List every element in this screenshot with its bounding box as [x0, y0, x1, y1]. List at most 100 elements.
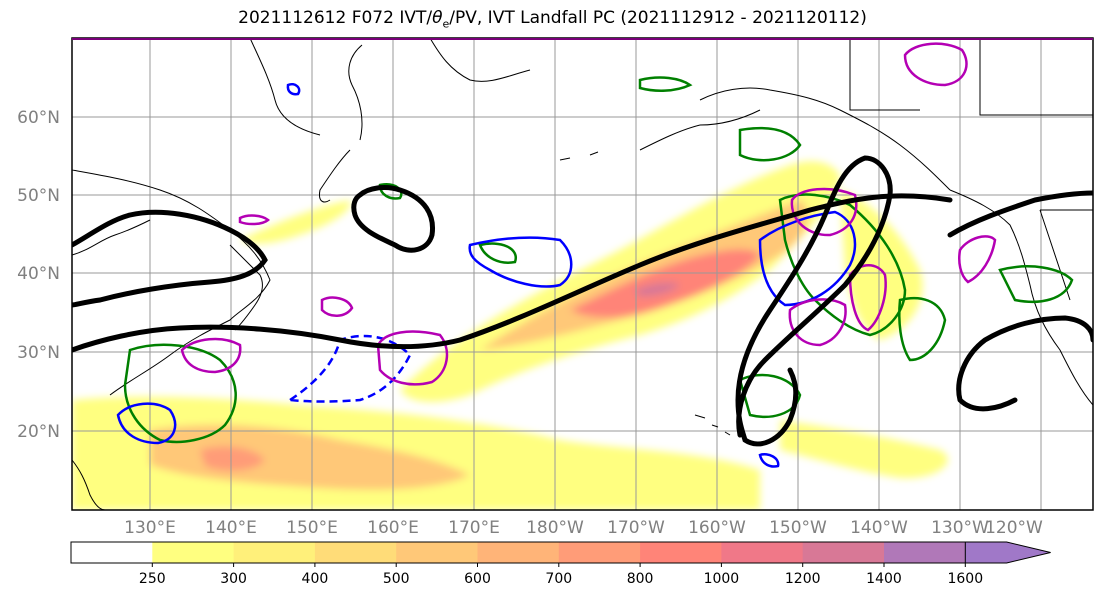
pv-contour-kamchatka-loop — [351, 185, 436, 253]
pv-contour-upper-west — [72, 209, 268, 308]
blue-contour-small-1 — [286, 83, 301, 96]
colorbar-segment — [314, 542, 397, 563]
colorbar-tick-label: 1400 — [866, 571, 902, 587]
colorbar-segment — [233, 542, 316, 563]
colorbar-tick-label: 600 — [464, 571, 491, 587]
colorbar: 250 300 400 500 600 700 800 1000 1200 1400 1600 — [70, 541, 1051, 587]
lon-label-150w: 150°W — [769, 518, 827, 538]
magenta-contour-mid — [376, 330, 449, 386]
coast-siberia — [249, 38, 531, 136]
colorbar-tick-label: 250 — [139, 571, 166, 587]
lon-label-170w: 170°W — [607, 518, 665, 538]
magenta-contour-east-1 — [788, 298, 847, 347]
colorbar-segment — [721, 542, 804, 563]
colorbar-tick-label: 800 — [627, 571, 654, 587]
colorbar-tick-label: 1200 — [785, 571, 821, 587]
colorbar-segment — [152, 542, 235, 563]
magenta-contour-small-2 — [238, 214, 270, 226]
title-theta-subscript: e — [442, 17, 450, 31]
pv-contour-trough — [735, 155, 893, 447]
ivt-band-jet-west-low — [240, 200, 351, 244]
green-contour-small-3 — [478, 242, 517, 264]
coast-japan — [229, 244, 263, 331]
colorbar-tick-label: 400 — [302, 571, 329, 587]
lon-label-120w: 120°W — [985, 518, 1043, 538]
title-prefix: 2021112612 F072 IVT/ — [238, 8, 433, 28]
map-content — [72, 38, 1093, 510]
pv-contours — [72, 155, 1093, 447]
coast-asia — [72, 169, 271, 396]
magenta-contour-coast — [958, 235, 997, 284]
title-theta: θ — [432, 8, 443, 28]
lat-label-40n: 40°N — [17, 264, 60, 284]
colorbar-segment — [802, 542, 885, 563]
blue-contour-sw — [116, 402, 177, 445]
lon-label-160w: 160°W — [688, 518, 746, 538]
coast-aleutians — [559, 124, 701, 161]
lat-label-30n: 30°N — [17, 343, 60, 363]
coastlines — [72, 38, 1093, 510]
coast-kamchatka — [319, 44, 363, 203]
magenta-contour-small-1 — [320, 296, 354, 317]
green-contour-small-2 — [378, 183, 403, 200]
colorbar-tick-label: 700 — [545, 571, 572, 587]
lon-label-160e: 160°E — [367, 518, 419, 538]
lon-label-130e: 130°E — [124, 518, 176, 538]
magenta-contours — [180, 42, 997, 386]
magenta-contour-north — [903, 42, 968, 87]
pv-contour-east-loop — [956, 315, 1093, 412]
ivt-band-south-high — [200, 446, 265, 471]
ivt-band-south-mid — [150, 424, 470, 490]
graticule — [72, 38, 1093, 510]
blue-contour-central — [468, 236, 573, 288]
title-suffix: /PV, IVT Landfall PC (2021112912 - 20211… — [449, 8, 867, 28]
colorbar-segment — [884, 542, 966, 563]
lat-label-60n: 60°N — [17, 108, 60, 128]
lat-label-20n: 20°N — [17, 422, 60, 442]
lon-label-140w: 140°W — [850, 518, 908, 538]
ivt-shading — [72, 161, 948, 510]
lon-label-130w: 130°W — [931, 518, 989, 538]
colorbar-segment — [640, 542, 722, 563]
green-contour-se — [738, 373, 802, 419]
coast-alaska — [699, 87, 951, 191]
blue-contour-east — [758, 210, 857, 307]
colorbar-tick-label: 1000 — [704, 571, 740, 587]
green-contour-south-east — [898, 296, 947, 362]
lat-label-50n: 50°N — [17, 186, 60, 206]
blue-contour-small-2 — [758, 453, 780, 468]
colorbar-segment — [477, 542, 560, 563]
pv-contour-ne-arc — [947, 190, 1093, 238]
colorbar-outline — [70, 541, 966, 564]
green-contour-small-1 — [638, 76, 693, 92]
colorbar-tick-label: 1600 — [947, 571, 983, 587]
green-contour-ne-alaska — [738, 126, 802, 162]
magenta-contour-east-2 — [848, 264, 887, 332]
coast-philippines — [72, 459, 106, 510]
green-contour-nw-pac — [123, 343, 237, 444]
ivt-band-se-low — [780, 420, 948, 479]
border-canada-us — [849, 38, 1093, 301]
magenta-contour-jet-exit — [790, 187, 858, 237]
pv-contour-main-jet — [72, 193, 953, 353]
blue-contours — [116, 83, 857, 468]
map-frame-top — [72, 38, 1093, 40]
magenta-contour-west — [180, 337, 242, 374]
coast-hawaii — [694, 414, 731, 436]
colorbar-tick-label: 300 — [220, 571, 247, 587]
blue-contour-dashed — [289, 334, 412, 403]
lon-label-150e: 150°E — [286, 518, 338, 538]
lon-label-180w: 180°W — [526, 518, 584, 538]
map-title: 2021112612 F072 IVT/θe/PV, IVT Landfall … — [0, 8, 1105, 30]
colorbar-tick-label: 500 — [383, 571, 410, 587]
longitude-labels: 130°E 140°E 150°E 160°E 170°E 180°W 170°… — [124, 518, 1043, 538]
ivt-band-core-peak — [635, 282, 680, 297]
colorbar-extend-arrow — [964, 541, 1051, 564]
colorbar-segment — [396, 542, 478, 563]
colorbar-segment — [71, 542, 153, 563]
lon-label-140e: 140°E — [205, 518, 257, 538]
latitude-labels: 60°N 50°N 40°N 30°N 20°N — [17, 108, 60, 442]
lon-label-170e: 170°E — [448, 518, 500, 538]
green-contour-east — [998, 265, 1074, 304]
